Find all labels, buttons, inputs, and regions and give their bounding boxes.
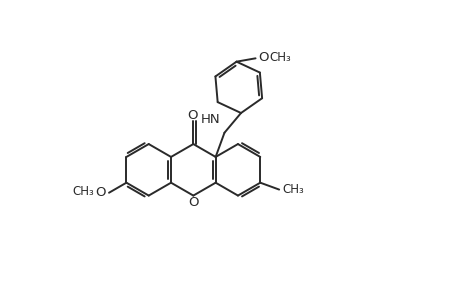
Text: O: O bbox=[188, 196, 198, 209]
Text: O: O bbox=[258, 51, 269, 64]
Text: CH₃: CH₃ bbox=[281, 183, 303, 196]
Text: CH₃: CH₃ bbox=[72, 185, 94, 198]
Text: O: O bbox=[187, 109, 197, 122]
Text: CH₃: CH₃ bbox=[269, 51, 291, 64]
Text: HN: HN bbox=[201, 113, 220, 126]
Text: O: O bbox=[95, 186, 106, 199]
